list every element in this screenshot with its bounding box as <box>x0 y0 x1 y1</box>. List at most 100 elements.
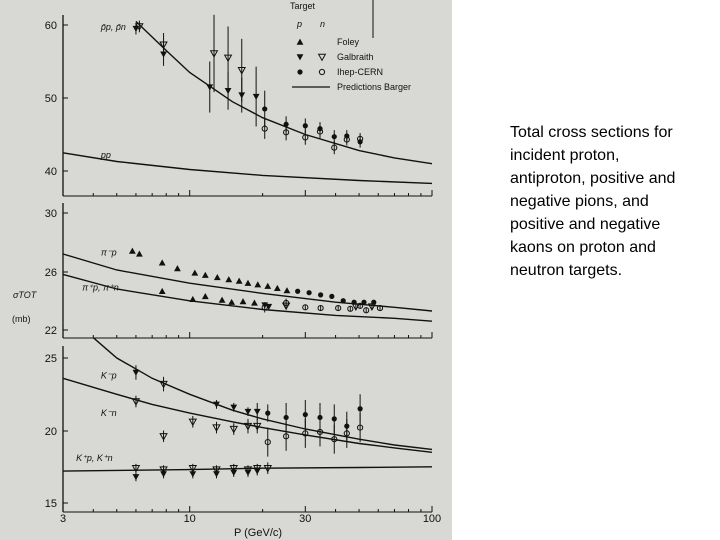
data-point <box>262 106 268 112</box>
data-point <box>159 466 168 475</box>
data-point <box>230 404 238 411</box>
data-point <box>306 290 312 296</box>
y-axis-unit: (mb) <box>12 314 31 324</box>
data-point <box>159 433 168 441</box>
data-point <box>224 87 232 95</box>
data-point <box>230 469 238 476</box>
data-point <box>316 428 324 436</box>
data-point <box>283 433 290 440</box>
legend-marker-p <box>296 54 304 61</box>
curve-pp-prediction <box>62 152 433 185</box>
data-point <box>160 471 167 478</box>
data-point <box>261 125 268 132</box>
panel-bottom-y-tick-label: 15 <box>45 498 57 510</box>
data-point <box>331 416 337 422</box>
data-point <box>252 93 260 100</box>
data-point <box>254 281 262 288</box>
legend-marker-n <box>318 68 326 76</box>
data-point <box>302 430 309 437</box>
cross-section-figure: 60 50 40 p̄p, p̄n pp 30 26 22 π⁻p π⁺p, π⁺n 25 20 15 K… <box>0 0 452 540</box>
data-point <box>329 293 335 299</box>
data-point <box>283 414 289 421</box>
panel-top-y-tick-label: 60 <box>45 20 57 32</box>
legend-header: Target <box>290 1 316 11</box>
cross-section-chart: 60 50 40 p̄p, p̄n pp 30 26 22 π⁻p π⁺p, π⁺n 25 20 15 K… <box>12 0 441 539</box>
data-point <box>188 418 198 427</box>
data-point <box>331 134 337 140</box>
data-point <box>340 298 346 304</box>
data-point <box>218 296 226 303</box>
data-point <box>243 422 253 431</box>
curve-k-prediction <box>62 466 433 472</box>
data-point <box>201 292 209 300</box>
data-point <box>331 436 338 443</box>
data-point <box>357 302 364 309</box>
data-point <box>132 474 140 481</box>
panel-middle-y-tick-label: 26 <box>45 267 57 279</box>
data-point <box>283 129 290 136</box>
data-point <box>158 259 166 266</box>
data-point <box>302 411 308 418</box>
data-point <box>239 298 247 305</box>
data-point <box>283 299 290 307</box>
curve-label: K⁺p, K⁺n <box>76 453 113 463</box>
data-point <box>343 136 350 143</box>
data-point <box>331 144 338 151</box>
data-point <box>206 84 214 91</box>
legend-col-p: p <box>296 19 302 29</box>
data-point <box>363 307 370 314</box>
data-point <box>237 67 247 75</box>
x-tick-label: 10 <box>184 513 196 525</box>
figure-caption: Total cross sections for incident proton… <box>510 124 676 279</box>
data-point <box>264 439 271 446</box>
data-point <box>189 295 197 303</box>
curve-label: π⁺p, π⁺n <box>82 283 119 293</box>
data-point <box>188 464 198 473</box>
data-point <box>223 54 233 63</box>
legend-marker-p <box>297 69 303 75</box>
data-point <box>347 305 354 312</box>
legend-marker-n <box>317 53 327 62</box>
data-point <box>265 303 273 310</box>
curve-label: pp <box>100 150 111 160</box>
data-point <box>317 304 324 312</box>
data-point <box>228 298 236 305</box>
data-point <box>132 25 140 33</box>
data-point <box>357 135 364 142</box>
x-axis-label: P (GeV/c) <box>234 527 282 539</box>
data-point <box>318 292 324 298</box>
data-point <box>367 303 377 312</box>
data-point <box>251 299 258 306</box>
legend-entry-label: Foley <box>337 37 360 47</box>
data-point <box>225 276 233 283</box>
legend-col-n: n <box>320 19 325 29</box>
data-point <box>357 424 364 431</box>
legend-entry-label: Galbraith <box>337 52 374 62</box>
x-tick-label: 100 <box>423 513 441 525</box>
data-point <box>131 398 141 406</box>
data-point <box>189 471 197 478</box>
data-point <box>212 424 221 433</box>
data-point <box>159 41 168 50</box>
panel-bottom-y-tick-label: 20 <box>45 426 57 438</box>
data-point <box>191 269 199 276</box>
x-tick-label: 3 <box>60 513 66 525</box>
data-point <box>361 299 367 305</box>
data-point <box>357 406 363 412</box>
data-point <box>229 425 239 434</box>
data-point <box>213 401 220 408</box>
data-point <box>132 369 140 376</box>
data-point <box>212 466 221 475</box>
data-point <box>244 279 252 286</box>
data-point <box>252 464 262 473</box>
data-point <box>128 247 136 254</box>
curve--p-prediction <box>62 253 433 312</box>
data-point <box>273 284 281 292</box>
data-point <box>159 380 168 389</box>
data-point <box>252 422 262 431</box>
data-point <box>265 410 271 416</box>
data-point <box>158 287 166 294</box>
legend-entry-label: Ihep-CERN <box>337 67 383 77</box>
legend-marker-p <box>296 38 304 45</box>
data-point <box>263 464 273 473</box>
